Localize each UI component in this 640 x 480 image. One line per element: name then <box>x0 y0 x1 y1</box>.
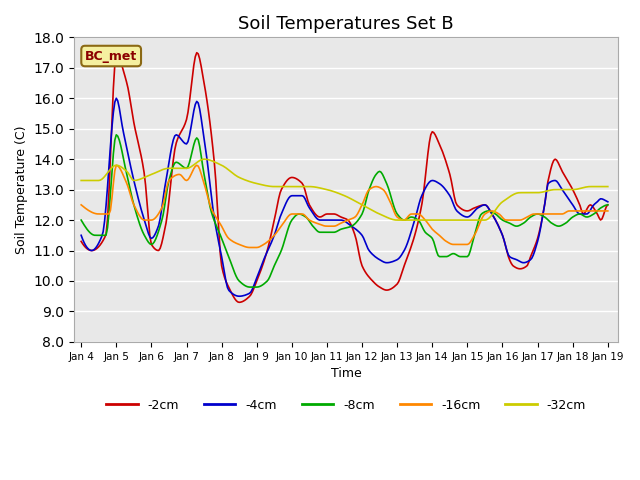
Title: Soil Temperatures Set B: Soil Temperatures Set B <box>239 15 454 33</box>
Y-axis label: Soil Temperature (C): Soil Temperature (C) <box>15 125 28 254</box>
Text: BC_met: BC_met <box>85 49 138 62</box>
X-axis label: Time: Time <box>331 367 362 380</box>
Legend: -2cm, -4cm, -8cm, -16cm, -32cm: -2cm, -4cm, -8cm, -16cm, -32cm <box>101 394 591 417</box>
